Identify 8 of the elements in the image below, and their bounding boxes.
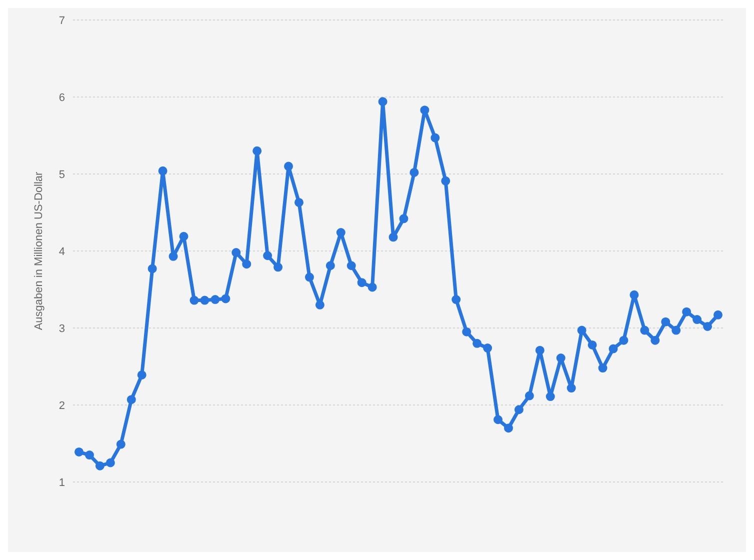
y-tick-label: 5 [58,168,65,181]
y-tick-label: 4 [58,246,65,258]
y-tick-label: 2 [58,400,65,412]
y-axis-title: Ausgaben in Millionen US-Dollar [32,171,45,330]
y-tick-label: 7 [58,14,65,27]
y-tick-label: 6 [58,92,65,104]
y-tick-label: 3 [58,322,65,335]
y-tick-label: 1 [58,476,65,489]
